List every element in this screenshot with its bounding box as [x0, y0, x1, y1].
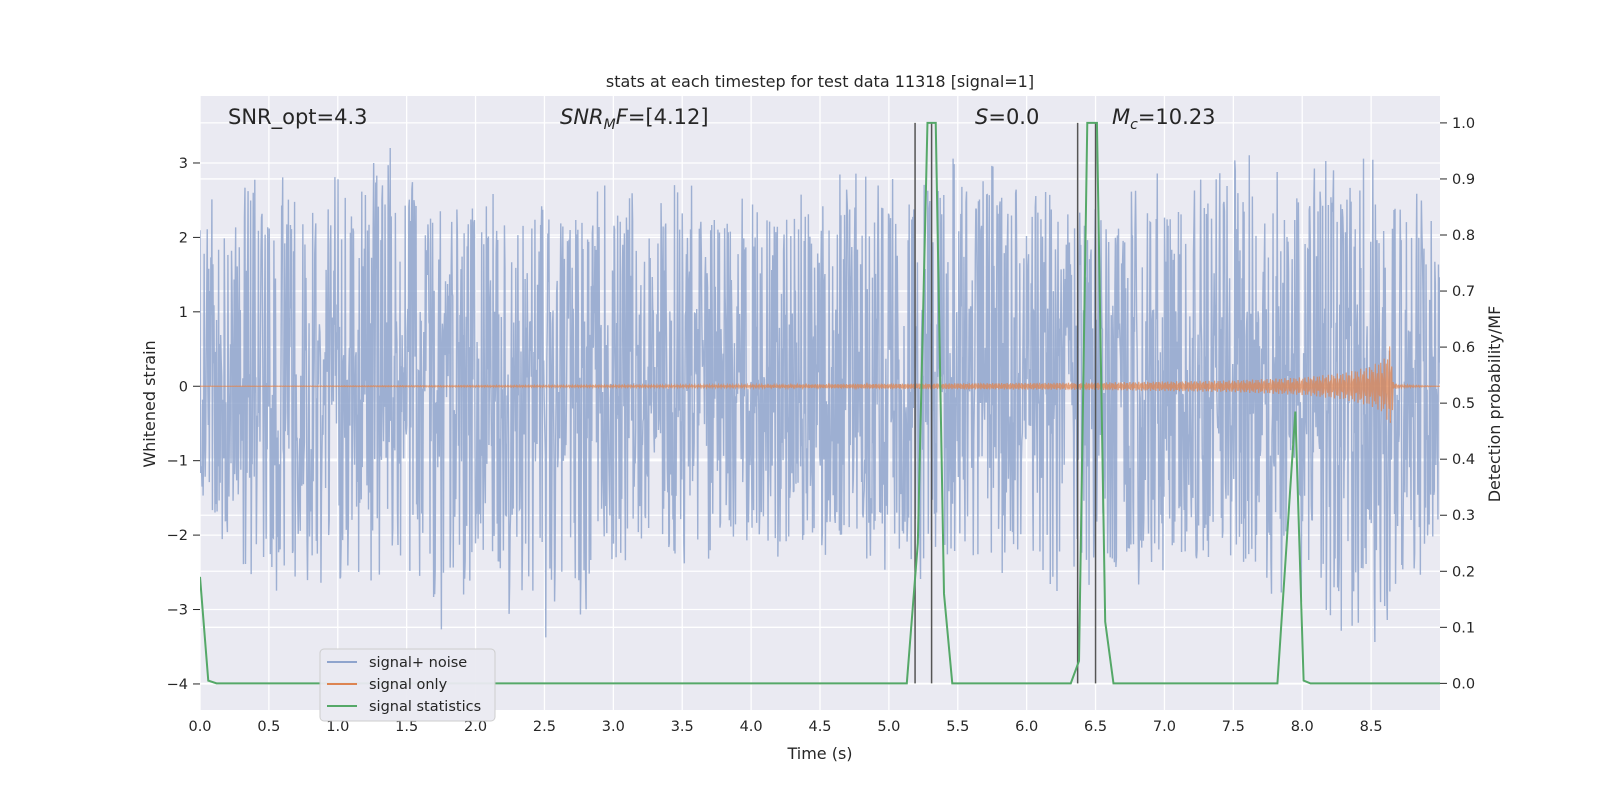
signal-noise-line: [200, 147, 1440, 643]
y-tick-label: 0: [179, 379, 188, 395]
annotation-snr-opt: SNR_opt=4.3: [228, 105, 368, 130]
s-value: =0.0: [988, 105, 1039, 129]
signal-statistics-series: [200, 121, 1440, 685]
x-tick-label: 5.5: [946, 719, 969, 735]
annotation-snr-mf: SNRMF=[4.12]: [560, 105, 709, 133]
snr-mf-italic: F: [616, 105, 629, 129]
annotation-mc: Mc=10.23: [1112, 105, 1216, 133]
y-tick-label: −1: [167, 454, 188, 470]
x-tick-label: 7.0: [1153, 719, 1176, 735]
x-tick-label: 8.5: [1360, 719, 1383, 735]
x-tick-label: 3.0: [602, 719, 625, 735]
y2-tick-label: 0.4: [1452, 452, 1475, 468]
mc-sub: c: [1130, 117, 1138, 133]
signal-only-series: [200, 346, 1440, 423]
x-tick-label: 1.0: [326, 719, 349, 735]
x-axis-label: Time (s): [786, 744, 852, 763]
snr-mf-rest: F=[4.12]: [616, 105, 709, 129]
y2-axis-label: Detection probability/MF: [1485, 306, 1504, 503]
x-tick-label: 6.5: [1084, 719, 1107, 735]
y-tick-label: 1: [179, 305, 188, 321]
x-tick-label: 6.0: [1015, 719, 1038, 735]
y2-tick-label: 0.3: [1452, 508, 1475, 524]
chart-title: stats at each timestep for test data 113…: [606, 72, 1034, 91]
y2-tick-label: 0.8: [1452, 228, 1475, 244]
y-tick-label: −2: [167, 528, 188, 544]
x-tick-label: 0.5: [257, 719, 280, 735]
y2-tick-label: 0.6: [1452, 340, 1475, 356]
x-tick-label: 0.0: [188, 719, 211, 735]
x-tick-label: 4.5: [808, 719, 831, 735]
signal-noise-series: [200, 147, 1440, 643]
y-axis-label: Whitened strain: [140, 340, 159, 467]
x-tick-label: 1.5: [395, 719, 418, 735]
y2-tick-label: 0.1: [1452, 620, 1475, 636]
annotation-s: S=0.0: [975, 105, 1039, 129]
legend-label-noise: signal+ noise: [369, 655, 467, 671]
snr-mf-base: SNR: [560, 105, 604, 129]
y-tick-label: −4: [167, 677, 188, 693]
x-tick-label: 7.5: [1222, 719, 1245, 735]
x-tick-label: 2.5: [533, 719, 556, 735]
x-tick-label: 8.0: [1291, 719, 1314, 735]
x-tick-label: 5.0: [877, 719, 900, 735]
x-axis-ticks: 0.0 0.5 1.0 1.5 2.0 2.5 3.0 3.5 4.0 4.5 5.0 5.5 6.0 6…: [188, 719, 1382, 735]
snr-mf-sub: M: [604, 117, 616, 133]
legend-box: [319, 648, 496, 722]
mc-value: =10.23: [1138, 105, 1216, 129]
y2-axis-ticks: 0.0 0.1 0.2 0.3 0.4 0.5 0.6 0.7 0.8 0.9 1.0: [1440, 116, 1475, 692]
y2-tick-label: 0.9: [1452, 172, 1475, 188]
y-axis-ticks: −4 −3 −2 −1 0 1 2 3: [167, 156, 200, 693]
y2-tick-label: 1.0: [1452, 116, 1475, 132]
legend-label-signal: signal only: [369, 677, 448, 693]
x-tick-label: 2.0: [464, 719, 487, 735]
y-tick-label: 2: [179, 230, 188, 246]
y2-tick-label: 0.0: [1452, 676, 1475, 692]
signal-statistics-line: [200, 121, 1440, 685]
plot-series: [200, 121, 1440, 685]
y-tick-label: 3: [179, 156, 188, 172]
signal-only-line: [200, 346, 1440, 423]
legend-label-stats: signal statistics: [369, 699, 481, 715]
y2-tick-label: 0.5: [1452, 396, 1475, 412]
y-tick-label: −3: [167, 603, 188, 619]
x-tick-label: 3.5: [671, 719, 694, 735]
legend: signal+ noise signal only signal statist…: [319, 648, 496, 722]
x-tick-label: 4.0: [740, 719, 763, 735]
mc-symbol: M: [1112, 105, 1130, 129]
y2-tick-label: 0.7: [1452, 284, 1475, 300]
y2-tick-label: 0.2: [1452, 564, 1475, 580]
s-symbol: S: [975, 105, 988, 129]
